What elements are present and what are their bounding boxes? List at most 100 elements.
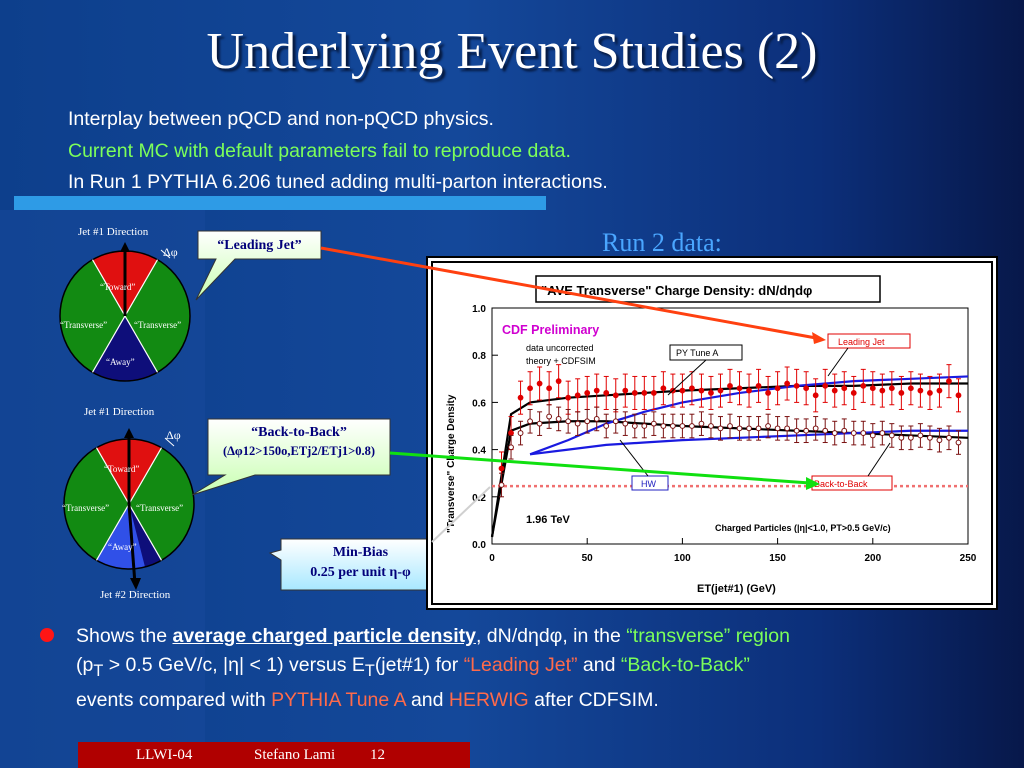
bullet-back-to-back: “Back-to-Back” [620, 654, 750, 676]
slide-title: Underlying Event Studies (2) [206, 23, 818, 80]
chart-note-uncorrected: data uncorrected [526, 343, 594, 353]
y-tick-label: 0.2 [472, 493, 486, 504]
bullet-icon [40, 628, 54, 642]
wheel2-jet2-direction-label: Jet #2 Direction [100, 589, 171, 601]
chart-frame: "AVE Transverse" Charge Density: dN/dηdφ… [426, 256, 998, 610]
x-tick-label: 0 [489, 553, 495, 564]
y-tick-label: 0.8 [472, 351, 486, 362]
back-to-back-point [689, 423, 695, 429]
leading-jet-point [631, 390, 638, 396]
back-to-back-legend-label: Back-to-Back [814, 479, 868, 489]
leading-jet-callout-box [195, 230, 322, 301]
leading-jet-point [555, 378, 562, 385]
leading-jet-point [574, 392, 581, 399]
back-to-back-point [517, 430, 524, 436]
chart-preliminary-label: CDF Preliminary [502, 323, 599, 337]
back-to-back-callout-line1: “Back-to-Back” [251, 425, 347, 440]
back-to-back-point [641, 423, 648, 429]
bullet-text-8: and [405, 688, 449, 711]
wheel2-jet2-arrow [127, 503, 137, 585]
leading-jet-point [936, 387, 943, 394]
y-tick-label: 1.0 [472, 304, 486, 315]
back-to-back-point [727, 423, 733, 429]
x-tick-label: 250 [960, 553, 977, 564]
leading-jet-point [946, 378, 952, 385]
leading-jet-point [955, 392, 962, 399]
leading-jet-point [765, 390, 771, 396]
leading-jet-point [689, 385, 695, 392]
leading-jet-point [907, 385, 914, 392]
y-tick-label: 0.4 [472, 446, 486, 457]
back-to-back-point [936, 437, 943, 444]
back-to-back-point [860, 430, 867, 436]
bullet-leading-jet: “Leading Jet” [463, 654, 578, 676]
footer-bar: LLWI-04 Stefano Lami 12 [78, 742, 470, 768]
wheel2-transverse-left-label: “Transverse” [62, 503, 110, 513]
leading-jet-point [927, 390, 933, 396]
leading-jet-point [593, 387, 600, 394]
intro-line-1: Interplay between pQCD and non-pQCD phys… [68, 108, 494, 130]
leading-jet-point [622, 387, 629, 394]
back-to-back-callout-box [191, 418, 391, 496]
bullet-text-9: after CDFSIM. [528, 688, 659, 711]
back-to-back-point [812, 425, 819, 432]
leading-jet-point [746, 387, 752, 394]
x-tick-label: 100 [674, 553, 691, 564]
leading-jet-point [803, 385, 810, 392]
bullet-herwig: HERWIG [448, 688, 529, 711]
leading-jet-point [612, 392, 619, 399]
wheel1-diagram [59, 242, 191, 382]
leading-jet-point [860, 382, 867, 389]
bullet-sub-2: T [364, 661, 375, 680]
wheel2-dphi-label: Δφ [166, 428, 181, 442]
chart-note-cdfsim: theory + CDFSIM [526, 356, 596, 366]
bullet-text-6: and [577, 654, 621, 676]
leading-jet-point [660, 385, 667, 392]
leading-jet-point [879, 387, 886, 394]
leading-jet-point [850, 390, 857, 396]
header-band [14, 196, 546, 210]
wheel1-transverse-right-label: “Transverse” [134, 320, 182, 330]
leading-jet-point [603, 390, 610, 396]
leading-jet-point [650, 390, 657, 396]
chart-y-axis-label: "Transverse" Charge Density [446, 394, 457, 533]
back-to-back-point [717, 425, 724, 432]
leading-jet-point [755, 382, 762, 389]
back-to-back-point [527, 418, 533, 425]
back-to-back-point [498, 482, 505, 488]
leading-jet-point [641, 390, 648, 396]
back-to-back-point [650, 420, 657, 427]
footer-author: Stefano Lami [254, 747, 336, 763]
leading-jet-point [517, 394, 524, 401]
bullet-sub-1: T [93, 661, 104, 680]
leading-jet-point [679, 387, 686, 394]
back-to-back-point [536, 420, 543, 427]
back-to-back-point [831, 430, 838, 436]
wheel1-toward-label: “Toward” [100, 282, 136, 292]
back-to-back-point [565, 418, 572, 425]
leading-jet-point [793, 382, 800, 389]
back-to-back-point [955, 439, 962, 446]
leading-jet-point [812, 392, 819, 399]
back-to-back-point [708, 423, 714, 429]
back-to-back-point [574, 420, 581, 427]
chart-energy-label: 1.96 TeV [526, 514, 570, 526]
leading-jet-point [727, 382, 733, 389]
leading-jet-point [736, 385, 743, 392]
wheel1-jet-direction-label: Jet #1 Direction [78, 226, 149, 238]
back-to-back-point [765, 423, 771, 429]
wheel2-transverse-right-label: “Transverse” [136, 503, 184, 513]
back-to-back-point [746, 425, 752, 432]
leading-jet-point [831, 387, 838, 394]
bullet-transverse-region: “transverse” region [626, 625, 790, 647]
back-to-back-point [898, 434, 905, 441]
wheel1-away-sector [92, 316, 158, 382]
bullet-text-2: , dN/dηdφ, in the [475, 625, 627, 647]
back-to-back-point [679, 423, 686, 429]
back-to-back-point [555, 416, 562, 422]
leading-jet-point [774, 385, 781, 392]
leading-jet-point [498, 465, 505, 472]
leading-jet-point [708, 390, 714, 396]
back-to-back-point [784, 425, 791, 432]
